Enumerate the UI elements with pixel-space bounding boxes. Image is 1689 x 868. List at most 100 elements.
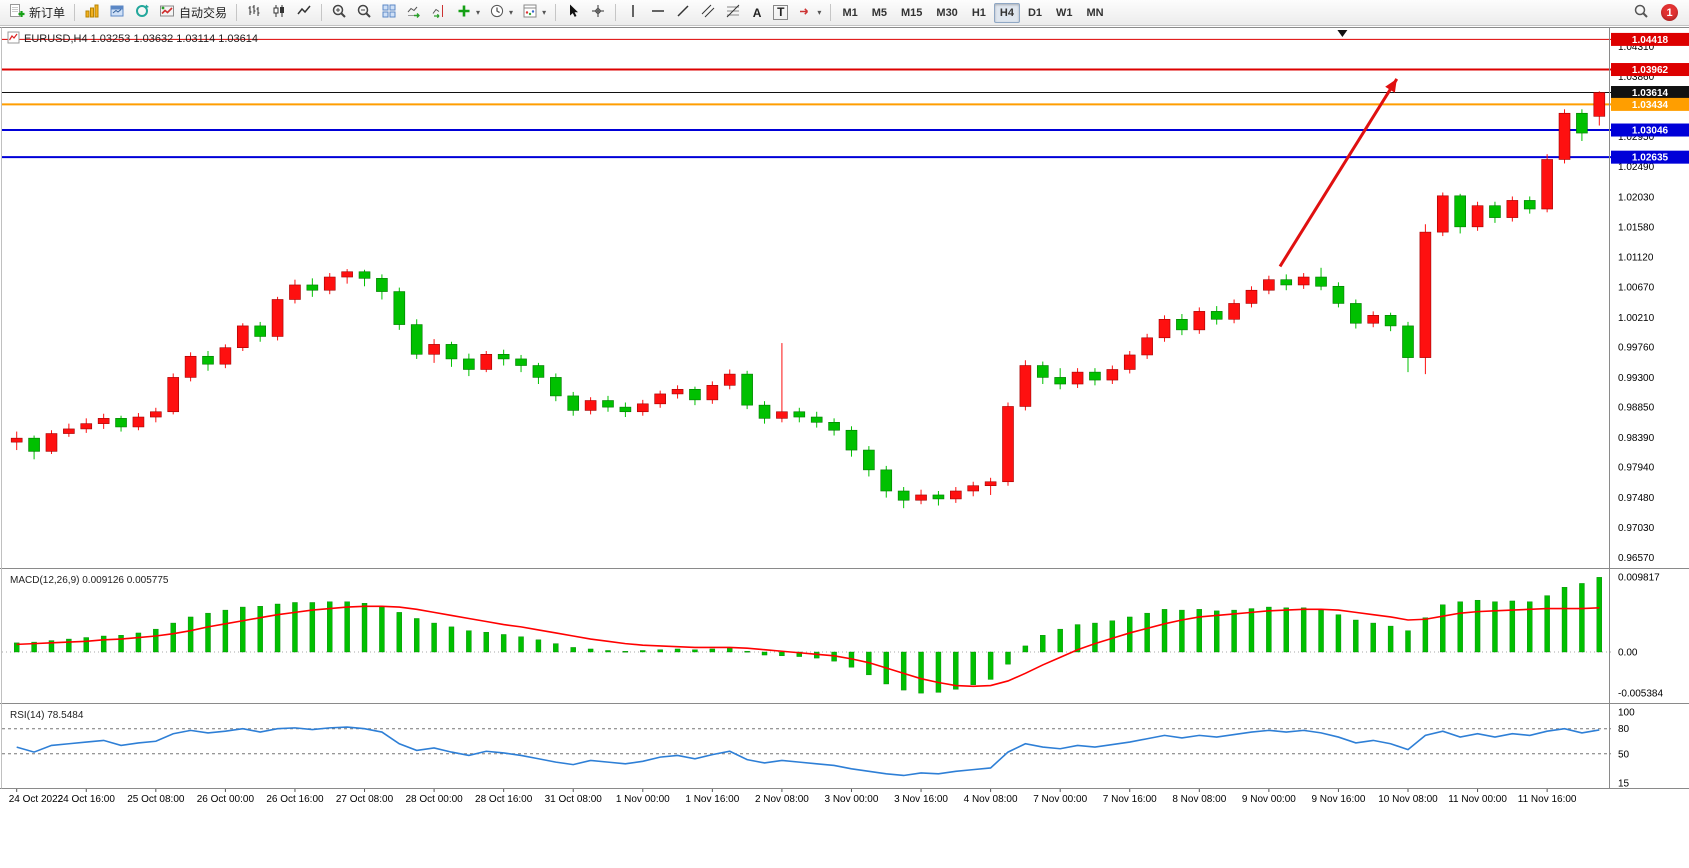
svg-text:15: 15 (1618, 779, 1630, 790)
svg-text:1.03046: 1.03046 (1632, 126, 1669, 137)
vertical-line-button[interactable] (621, 2, 645, 24)
trendline-button[interactable] (671, 2, 695, 24)
svg-text:RSI(14) 78.5484: RSI(14) 78.5484 (10, 710, 84, 721)
crosshair-icon (590, 3, 606, 22)
auto-trading-icon (159, 3, 175, 22)
svg-text:26 Oct 00:00: 26 Oct 00:00 (197, 794, 255, 805)
timeframe-button-M30[interactable]: M30 (930, 3, 963, 23)
svg-text:0.99760: 0.99760 (1618, 343, 1655, 354)
templates-button[interactable]: ▾ (518, 2, 550, 24)
object-marker-icon[interactable] (1337, 30, 1348, 37)
chevron-down-icon: ▾ (542, 8, 547, 17)
svg-text:2 Nov 08:00: 2 Nov 08:00 (755, 794, 809, 805)
channel-button[interactable] (696, 2, 720, 24)
separator (830, 4, 832, 21)
bar-chart-icon (246, 3, 262, 22)
fibonacci-button[interactable] (721, 2, 745, 24)
svg-text:9 Nov 00:00: 9 Nov 00:00 (1242, 794, 1296, 805)
periods-button[interactable]: ▾ (485, 2, 517, 24)
bar-chart-button[interactable] (242, 2, 266, 24)
svg-text:0.00: 0.00 (1618, 648, 1638, 659)
line-chart-button[interactable] (292, 2, 316, 24)
svg-text:24 Oct 2022: 24 Oct 2022 (9, 794, 64, 805)
timeframe-button-D1[interactable]: D1 (1022, 3, 1048, 23)
candlestick-chart-icon (271, 3, 287, 22)
channel-icon (700, 3, 716, 22)
svg-text:26 Oct 16:00: 26 Oct 16:00 (266, 794, 324, 805)
svg-text:EURUSD,H4 1.03253 1.03632 1.0: EURUSD,H4 1.03253 1.03632 1.03114 1.0361… (24, 33, 258, 45)
svg-text:0.009817: 0.009817 (1618, 573, 1660, 584)
svg-text:50: 50 (1618, 749, 1630, 760)
svg-text:1.03614: 1.03614 (1632, 88, 1669, 99)
chart-canvas[interactable]: EURUSD,H4 1.03253 1.03632 1.03114 1.0361… (0, 26, 1689, 868)
svg-text:1.02490: 1.02490 (1618, 162, 1655, 173)
zoom-in-icon (331, 3, 347, 22)
auto-trading-button[interactable]: 自动交易 (155, 2, 231, 24)
price-level-lines[interactable] (2, 38, 1611, 159)
new-order-button[interactable]: 新订单 (5, 2, 69, 24)
zoom-in-button[interactable] (327, 2, 351, 24)
tile-windows-button[interactable] (377, 2, 401, 24)
auto-scroll-button[interactable] (402, 2, 426, 24)
notification-badge[interactable]: 1 (1661, 4, 1678, 21)
auto-scroll-icon (406, 3, 422, 22)
indicators-button[interactable]: ▾ (452, 2, 484, 24)
text-label-button[interactable]: T (769, 2, 792, 24)
svg-text:1.01580: 1.01580 (1618, 222, 1655, 233)
refresh-button[interactable] (130, 2, 154, 24)
text-button[interactable]: A (746, 2, 768, 24)
timeframe-button-H1[interactable]: H1 (966, 3, 992, 23)
price-scale[interactable]: 1.04310 1.03860 1.02950 1.02490 1.02030 1.015… (1618, 42, 1655, 564)
profiles-button[interactable] (105, 2, 129, 24)
horizontal-line-button[interactable] (646, 2, 670, 24)
trend-arrow-annotation[interactable] (1278, 78, 1399, 268)
svg-text:25 Oct 08:00: 25 Oct 08:00 (127, 794, 185, 805)
svg-text:1.03434: 1.03434 (1632, 100, 1669, 111)
toolbar: 新订单 自动交易 ▾ ▾ ▾ A T (0, 0, 1689, 26)
chevron-down-icon: ▾ (817, 8, 822, 17)
text-icon: A (752, 5, 762, 20)
arrows-button[interactable]: ▾ (793, 2, 825, 24)
indicators-icon (456, 3, 472, 22)
svg-text:1.00670: 1.00670 (1618, 282, 1655, 293)
cursor-button[interactable] (561, 2, 585, 24)
templates-icon (522, 3, 538, 22)
macd-panel: MACD(12,26,9) 0.009126 0.005775 0.009817 0… (2, 573, 1663, 700)
chart-shift-button[interactable] (427, 2, 451, 24)
timeframe-group: M1 M5 M15 M30 H1 H4 D1 W1 MN (836, 2, 1110, 23)
timeframe-button-H4[interactable]: H4 (993, 2, 1020, 23)
text-label-icon: T (773, 5, 789, 20)
timeframe-button-MN[interactable]: MN (1081, 3, 1110, 23)
candlesticks (10, 91, 1606, 509)
new-chart-icon (84, 3, 100, 22)
svg-text:1.04310: 1.04310 (1618, 42, 1655, 53)
chart-shift-icon (431, 3, 447, 22)
candlestick-chart-button[interactable] (267, 2, 291, 24)
svg-text:0.98390: 0.98390 (1618, 433, 1655, 444)
timeframe-button-M15[interactable]: M15 (895, 3, 928, 23)
timeframe-button-W1[interactable]: W1 (1050, 3, 1079, 23)
separator (321, 4, 323, 21)
auto-trading-label: 自动交易 (179, 6, 228, 20)
svg-text:28 Oct 16:00: 28 Oct 16:00 (475, 794, 533, 805)
timeframe-button-M1[interactable]: M1 (836, 3, 863, 23)
chevron-down-icon: ▾ (476, 8, 481, 17)
tile-windows-icon (381, 3, 397, 22)
separator (615, 4, 617, 21)
chevron-down-icon: ▾ (509, 8, 514, 17)
refresh-icon (134, 3, 150, 22)
svg-text:1.02635: 1.02635 (1632, 153, 1669, 164)
timeframe-button-M5[interactable]: M5 (866, 3, 893, 23)
vertical-line-icon (625, 3, 641, 22)
cursor-icon (565, 3, 581, 22)
zoom-out-button[interactable] (352, 2, 376, 24)
search-button[interactable] (1629, 2, 1653, 24)
svg-text:MACD(12,26,9) 0.009126 0.00577: MACD(12,26,9) 0.009126 0.005775 (10, 575, 169, 586)
svg-text:3 Nov 00:00: 3 Nov 00:00 (825, 794, 879, 805)
chart-window: EURUSD,H4 1.03253 1.03632 1.03114 1.0361… (0, 26, 1689, 868)
crosshair-button[interactable] (586, 2, 610, 24)
svg-text:1.02030: 1.02030 (1618, 193, 1655, 204)
toolbar-right-section: 1 (1629, 2, 1684, 24)
new-chart-button[interactable] (80, 2, 104, 24)
